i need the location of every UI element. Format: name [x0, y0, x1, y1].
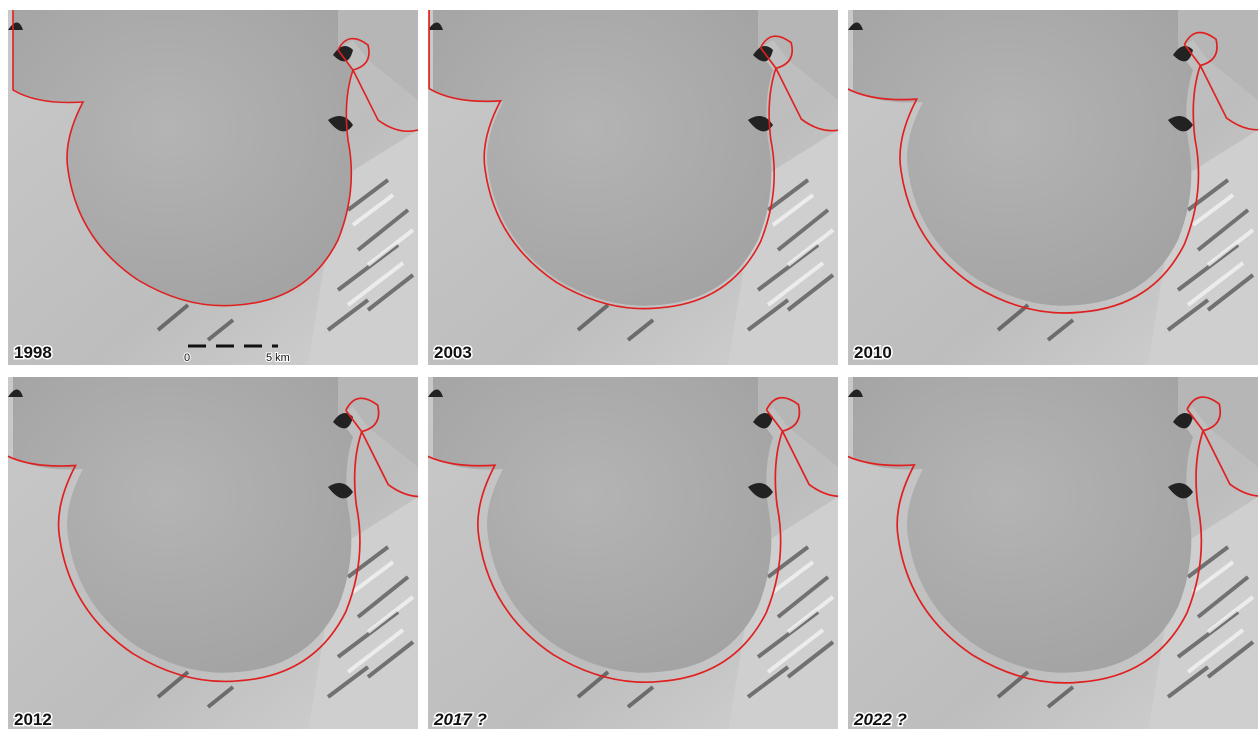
panels: 1998 0 5 km 2003 2010 2012 2017 ? 2022 ? [8, 10, 1258, 729]
year-label: 1998 [14, 343, 52, 362]
year-label: 2017 ? [433, 710, 488, 729]
hillshade [428, 10, 838, 365]
terrain [428, 377, 838, 729]
scale-end: 5 km [266, 352, 290, 364]
map-panel: 2010 [848, 10, 1258, 365]
hillshade [848, 10, 1258, 365]
map-panel: 2017 ? [428, 377, 838, 729]
terrain [8, 377, 418, 729]
terrain [8, 10, 418, 365]
year-label: 2012 [14, 710, 52, 729]
hillshade [848, 377, 1258, 729]
map-panel: 2012 [8, 377, 418, 729]
year-label: 2022 ? [853, 710, 908, 729]
scale-start: 0 [184, 352, 190, 364]
hillshade [8, 10, 418, 365]
year-label: 2010 [854, 343, 892, 362]
map-panel: 2022 ? [848, 377, 1258, 729]
hillshade [8, 377, 418, 729]
terrain [428, 10, 838, 365]
terrain [848, 377, 1258, 729]
map-panel: 2003 [428, 10, 838, 365]
hillshade [428, 377, 838, 729]
year-label: 2003 [434, 343, 472, 362]
map-panel: 1998 0 5 km [8, 10, 418, 365]
